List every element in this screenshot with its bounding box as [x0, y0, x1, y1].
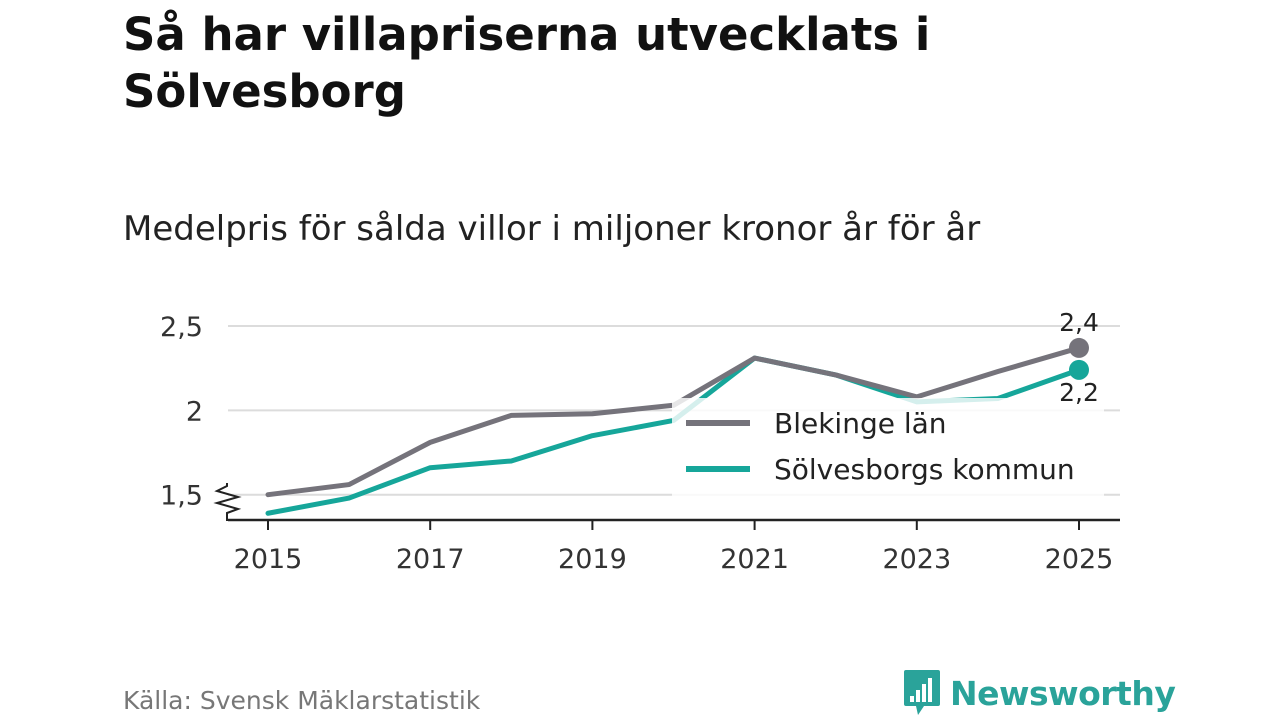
data-point	[1069, 359, 1089, 380]
y-axis-ticks: 1,5 2 2,5	[160, 312, 203, 512]
data-label: 2,2	[1059, 378, 1099, 407]
data-label: 2,4	[1059, 308, 1099, 337]
chart-title: Så har villapriserna utvecklats i Sölves…	[123, 8, 931, 118]
y-tick-label: 2,5	[160, 312, 203, 343]
x-tick-label: 2015	[234, 544, 303, 575]
newsworthy-logo-icon	[904, 670, 940, 715]
source-note: Källa: Svensk Mäklarstatistik	[123, 686, 481, 715]
x-axis-ticks: 2015 2017 2019 2021 2023 2025	[234, 520, 1114, 575]
x-tick-label: 2025	[1045, 544, 1114, 575]
legend-label: Sölvesborgs kommun	[774, 453, 1075, 486]
legend-label: Blekinge län	[774, 407, 947, 440]
y-tick-label: 1,5	[160, 481, 203, 512]
x-tick-label: 2023	[882, 544, 951, 575]
x-tick-label: 2017	[396, 544, 465, 575]
data-point	[1069, 337, 1089, 358]
chart-subtitle: Medelpris för sålda villor i miljoner kr…	[123, 209, 981, 249]
brand-name: Newsworthy	[950, 673, 1176, 713]
y-tick-label: 2	[186, 396, 203, 427]
legend-background	[672, 398, 1104, 498]
brand: Newsworthy	[902, 668, 1176, 718]
x-axis	[213, 483, 1120, 522]
legend: Blekinge län Sölvesborgs kommun	[672, 398, 1104, 498]
end-points: 2,4 2,2	[1059, 308, 1099, 407]
x-tick-label: 2019	[558, 544, 627, 575]
axis-break-icon	[213, 483, 242, 521]
x-tick-label: 2021	[720, 544, 789, 575]
